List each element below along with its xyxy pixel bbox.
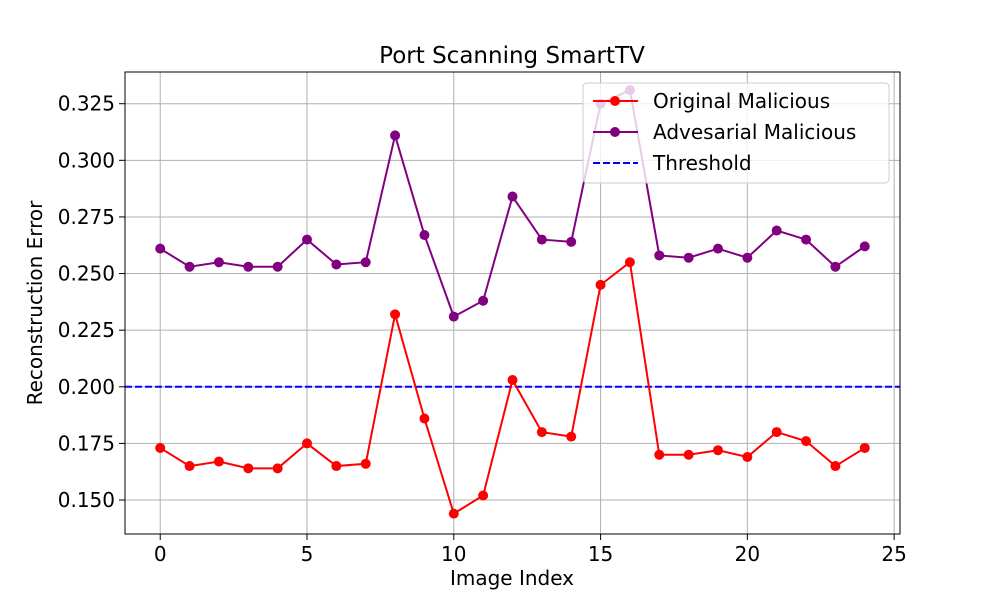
data-point — [360, 257, 371, 268]
data-point — [390, 309, 401, 320]
y-tick-label: 0.150 — [58, 488, 115, 512]
y-tick-label: 0.325 — [58, 92, 115, 116]
data-point — [771, 225, 782, 236]
data-point — [566, 431, 577, 442]
data-point — [859, 442, 870, 453]
data-point — [272, 261, 283, 272]
data-point — [566, 236, 577, 247]
x-axis-title: Image Index — [450, 566, 574, 590]
legend-swatch-marker — [610, 127, 620, 137]
data-point — [654, 449, 665, 460]
data-point — [801, 234, 812, 245]
data-point — [184, 261, 195, 272]
y-tick-label: 0.200 — [58, 375, 115, 399]
data-point — [302, 234, 313, 245]
series-line-0 — [159, 260, 866, 516]
chart-title: Port Scanning SmartTV — [379, 43, 645, 69]
data-point — [419, 230, 430, 241]
data-point — [742, 452, 753, 462]
legend-label: Original Malicious — [653, 89, 830, 113]
data-point — [478, 295, 489, 306]
data-point — [801, 436, 812, 447]
data-point — [536, 427, 547, 438]
data-point — [184, 461, 195, 472]
legend-label: Advesarial Malicious — [653, 120, 856, 144]
data-point — [390, 130, 401, 141]
data-point — [771, 427, 782, 438]
data-point — [331, 259, 342, 270]
data-point — [624, 257, 635, 268]
plot-frame — [124, 71, 901, 535]
data-point — [213, 257, 224, 268]
data-point — [448, 311, 459, 322]
y-tick-label: 0.225 — [58, 318, 115, 342]
data-point — [683, 449, 694, 460]
data-point — [595, 279, 606, 290]
ticks: 0 5 10 15 20 25 0.150 0.175 0.200 0.225 0.250 0.275… — [58, 92, 907, 566]
y-axis-title: Reconstruction Error — [23, 200, 47, 406]
x-tick-label: 10 — [441, 542, 466, 566]
data-point — [243, 463, 254, 474]
data-point — [419, 413, 430, 424]
data-point — [712, 445, 723, 456]
x-tick-label: 25 — [881, 542, 906, 566]
data-point — [155, 243, 166, 254]
data-point — [507, 375, 518, 385]
data-point — [155, 442, 166, 453]
data-point — [360, 458, 371, 469]
x-tick-label: 0 — [154, 542, 167, 566]
legend-swatch-marker — [610, 96, 620, 106]
data-point — [830, 461, 841, 472]
data-point — [742, 252, 753, 263]
x-tick-label: 20 — [735, 542, 760, 566]
data-point — [213, 456, 224, 467]
data-point — [507, 191, 518, 202]
data-point — [243, 261, 254, 272]
data-point — [302, 438, 313, 449]
data-point — [712, 243, 723, 254]
data-point — [272, 463, 283, 474]
y-tick-label: 0.300 — [58, 148, 115, 172]
data-point — [830, 261, 841, 272]
data-point — [654, 250, 665, 261]
legend-box — [582, 82, 890, 184]
y-tick-label: 0.275 — [58, 205, 115, 229]
legend: Original Malicious Advesarial Malicious Th… — [582, 82, 890, 184]
data-point — [683, 252, 694, 263]
x-tick-label: 5 — [301, 542, 314, 566]
data-point — [536, 234, 547, 245]
x-tick-label: 15 — [588, 542, 613, 566]
data-point — [448, 508, 459, 519]
data-point — [859, 241, 870, 252]
y-tick-label: 0.175 — [58, 431, 115, 455]
data-point — [478, 490, 489, 501]
legend-label: Threshold — [652, 151, 752, 175]
data-point — [331, 461, 342, 472]
y-tick-label: 0.250 — [58, 262, 115, 286]
